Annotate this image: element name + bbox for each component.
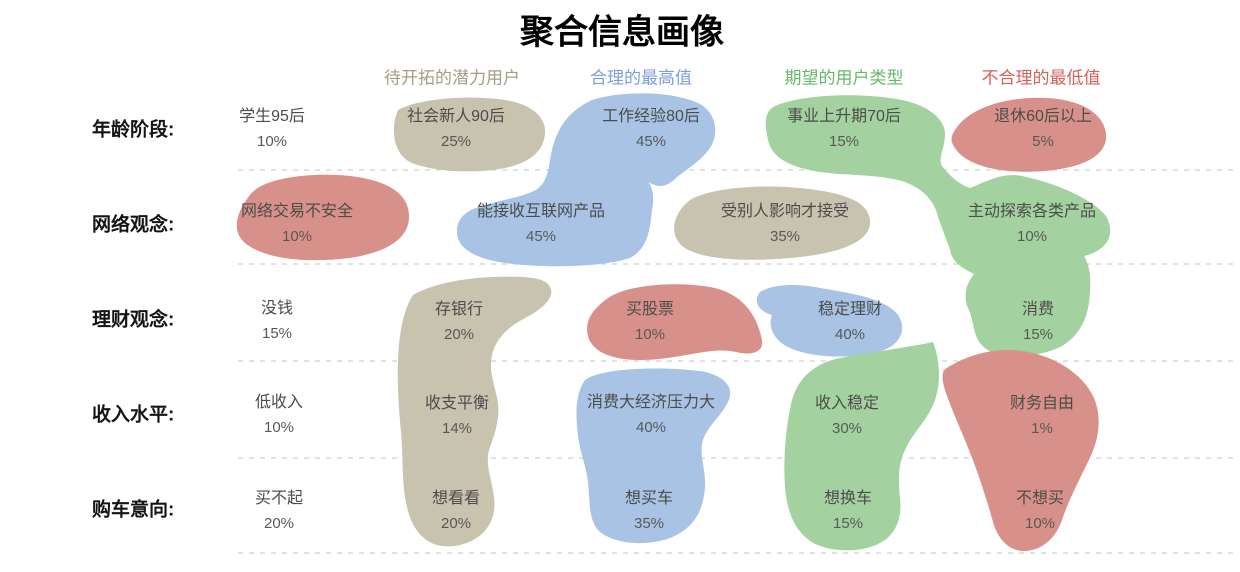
cell-percent: 40% — [635, 419, 667, 436]
blob-financial-freedom-no-buy — [942, 349, 1099, 552]
cell-accepts-internet-products: 能接收互联网产品 45% — [477, 200, 605, 250]
cell-no-money: 没钱 15% — [261, 297, 293, 347]
cell-percent: 45% — [525, 228, 557, 245]
blob-newcomers-90s — [393, 97, 546, 172]
cell-text: 受别人影响才接受 — [720, 203, 850, 220]
cell-text: 工作经验80后 — [602, 108, 700, 125]
cell-text: 事业上升期70后 — [787, 108, 901, 125]
cell-percent: 1% — [1031, 420, 1053, 437]
cell-percent: 15% — [1022, 326, 1054, 343]
cell-text: 消费大经济压力大 — [586, 394, 716, 411]
cell-bank-deposit: 存银行 20% — [435, 298, 483, 348]
cell-percent: 20% — [263, 515, 295, 532]
cell-text: 想买车 — [624, 490, 674, 507]
cell-text: 社会新人90后 — [407, 108, 505, 125]
cell-influenced-to-accept: 受别人影响才接受 35% — [721, 200, 849, 250]
cell-percent: 30% — [831, 420, 863, 437]
cell-percent: 10% — [1016, 228, 1048, 245]
cell-low-income: 低收入 10% — [255, 391, 303, 441]
cell-percent: 25% — [440, 133, 472, 150]
column-header-expected-user-type: 期望的用户类型 — [784, 68, 904, 88]
blob-career-rise-70s-explore-consume — [765, 95, 1111, 357]
blob-experienced-80s-internet-products — [456, 93, 716, 267]
cell-want-to-replace-car: 想换车 15% — [824, 487, 872, 537]
cell-text: 低收入 — [254, 394, 304, 411]
cell-percent: 10% — [263, 419, 295, 436]
cell-consumption: 消费 15% — [1022, 298, 1054, 348]
cell-stable-income: 收入稳定 30% — [815, 392, 879, 442]
column-header-reasonable-max: 合理的最高值 — [590, 68, 692, 88]
cell-percent: 15% — [828, 133, 860, 150]
cell-text: 买不起 — [254, 490, 304, 507]
cell-text: 买股票 — [625, 301, 675, 318]
cell-text: 收支平衡 — [424, 395, 490, 412]
cell-financial-freedom: 财务自由 1% — [1010, 392, 1074, 442]
cell-experienced-80s: 工作经验80后 45% — [602, 105, 700, 155]
blob-bank-balance-look-column — [397, 276, 552, 547]
cell-text: 财务自由 — [1009, 395, 1075, 412]
cell-percent: 5% — [1032, 133, 1054, 150]
row-label-finance-view: 理财观念: — [92, 309, 175, 331]
page-title: 聚合信息画像 — [520, 13, 724, 52]
cell-percent: 45% — [635, 133, 667, 150]
row-label-internet-view: 网络观念: — [92, 214, 175, 236]
row-label-age-stage: 年龄阶段: — [92, 119, 175, 141]
cell-text: 想看看 — [431, 490, 481, 507]
cell-percent: 20% — [440, 515, 472, 532]
cell-buy-stocks: 买股票 10% — [626, 298, 674, 348]
cell-newcomers-90s: 社会新人90后 25% — [407, 105, 505, 155]
blob-influenced-to-accept — [674, 186, 871, 260]
cell-text: 消费 — [1021, 301, 1055, 318]
cell-text: 没钱 — [260, 300, 294, 317]
cell-text: 能接收互联网产品 — [476, 203, 606, 220]
cell-percent: 20% — [443, 326, 475, 343]
cell-text: 网络交易不安全 — [240, 203, 354, 220]
cell-percent: 15% — [261, 325, 293, 342]
cell-career-rise-70s: 事业上升期70后 15% — [787, 105, 901, 155]
cell-text: 不想买 — [1015, 490, 1065, 507]
cell-percent: 14% — [441, 420, 473, 437]
blob-high-spending-want-buy-car — [576, 368, 731, 544]
cell-break-even: 收支平衡 14% — [425, 392, 489, 442]
blob-stable-wealth-management — [756, 285, 903, 357]
cell-percent: 10% — [256, 133, 288, 150]
cell-percent: 35% — [633, 515, 665, 532]
cell-online-trade-unsafe: 网络交易不安全 10% — [241, 200, 353, 250]
column-header-potential-users: 待开拓的潜力用户 — [384, 68, 520, 88]
blob-stable-income-replace-car — [784, 342, 939, 551]
cell-percent: 10% — [281, 228, 313, 245]
cell-percent: 10% — [634, 326, 666, 343]
cell-text: 存银行 — [434, 301, 484, 318]
cell-percent: 35% — [769, 228, 801, 245]
blob-online-trade-unsafe — [236, 174, 410, 261]
cell-text: 退休60后以上 — [994, 108, 1092, 125]
row-label-car-intention: 购车意向: — [92, 499, 175, 521]
cell-high-spending-pressure: 消费大经济压力大 40% — [587, 391, 715, 441]
cell-dont-want-to-buy: 不想买 10% — [1016, 487, 1064, 537]
cell-percent: 15% — [832, 515, 864, 532]
cell-percent: 10% — [1024, 515, 1056, 532]
column-header-unreasonable-min: 不合理的最低值 — [981, 68, 1101, 88]
row-label-income-level: 收入水平: — [92, 404, 175, 426]
cell-text: 稳定理财 — [817, 301, 883, 318]
cell-want-to-look: 想看看 20% — [432, 487, 480, 537]
cell-percent: 40% — [834, 326, 866, 343]
cell-cannot-afford: 买不起 20% — [255, 487, 303, 537]
cell-text: 收入稳定 — [814, 395, 880, 412]
cell-student-95s: 学生95后 10% — [239, 105, 305, 155]
cell-actively-explores: 主动探索各类产品 10% — [968, 200, 1096, 250]
cell-text: 学生95后 — [239, 108, 305, 125]
blob-buy-stocks — [587, 284, 763, 360]
cell-retired-60s: 退休60后以上 5% — [994, 105, 1092, 155]
cell-text: 想换车 — [823, 490, 873, 507]
blob-retired-60s — [951, 97, 1107, 172]
cell-text: 主动探索各类产品 — [967, 203, 1097, 220]
cell-want-to-buy-car: 想买车 35% — [625, 487, 673, 537]
cell-stable-wealth: 稳定理财 40% — [818, 298, 882, 348]
